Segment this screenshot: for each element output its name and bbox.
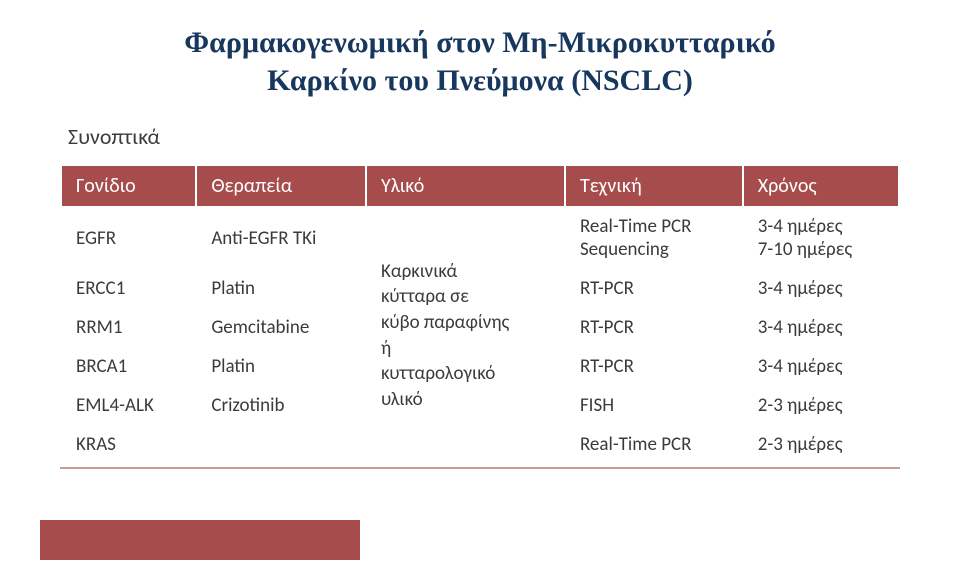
table-row: EGFR Anti-EGFR TKi Καρκινικά κύτταρα σε … (62, 208, 898, 268)
slide: Φαρμακογενωμική στον Μη-Μικροκυτταρικό Κ… (0, 0, 960, 582)
cell-technique: Real-Time PCR (566, 426, 742, 463)
cell-therapy: Platin (197, 348, 365, 385)
cell-therapy: Gemcitabine (197, 309, 365, 346)
cell-therapy: Anti-EGFR TKi (197, 208, 365, 268)
col-gene: Γονίδιο (62, 166, 195, 206)
material-line: υλικό (381, 388, 423, 411)
pharmacogenomics-table: Γονίδιο Θεραπεία Υλικό Τεχνική Χρόνος EG… (60, 164, 900, 465)
title-line-1: Φαρμακογενωμική στον Μη-Μικροκυτταρικό (184, 26, 775, 59)
cell-technique: RT-PCR (566, 348, 742, 385)
col-material: Υλικό (367, 166, 564, 206)
cell-time: 2-3 ημέρες (744, 387, 898, 424)
cell-gene: RRM1 (62, 309, 195, 346)
cell-material-merged: Καρκινικά κύτταρα σε κύβο παραφίνης ή κυ… (367, 208, 564, 463)
cell-time: 3-4 ημέρες 7-10 ημέρες (744, 208, 898, 268)
cell-time: 2-3 ημέρες (744, 426, 898, 463)
cell-time: 3-4 ημέρες (744, 348, 898, 385)
cell-gene: KRAS (62, 426, 195, 463)
page-title: Φαρμακογενωμική στον Μη-Μικροκυτταρικό Κ… (60, 24, 900, 99)
cell-time: 3-4 ημέρες (744, 309, 898, 346)
footer-accent-bar (40, 520, 360, 560)
cell-gene: BRCA1 (62, 348, 195, 385)
cell-gene: EML4-ALK (62, 387, 195, 424)
cell-technique: RT-PCR (566, 270, 742, 307)
cell-technique: RT-PCR (566, 309, 742, 346)
title-line-2: Καρκίνο του Πνεύμονα (NSCLC) (267, 64, 693, 97)
technique-line: Sequencing (580, 238, 669, 261)
table-header-row: Γονίδιο Θεραπεία Υλικό Τεχνική Χρόνος (62, 166, 898, 206)
col-technique: Τεχνική (566, 166, 742, 206)
subtitle: Συνοπτικά (68, 123, 900, 150)
cell-gene: ERCC1 (62, 270, 195, 307)
cell-gene: EGFR (62, 208, 195, 268)
material-line: ή (381, 337, 391, 360)
cell-therapy: Crizotinib (197, 387, 365, 424)
cell-time: 3-4 ημέρες (744, 270, 898, 307)
material-line: κύτταρα σε (381, 285, 469, 308)
technique-line: Real-Time PCR (580, 215, 692, 238)
time-line: 7-10 ημέρες (758, 238, 852, 261)
material-line: Καρκινικά (381, 260, 457, 283)
col-therapy: Θεραπεία (197, 166, 365, 206)
material-line: κυτταρολογικό (381, 362, 495, 385)
material-line: κύβο παραφίνης (381, 311, 509, 334)
table-wrap: Γονίδιο Θεραπεία Υλικό Τεχνική Χρόνος EG… (60, 164, 900, 469)
cell-technique: FISH (566, 387, 742, 424)
cell-therapy (197, 426, 365, 463)
col-time: Χρόνος (744, 166, 898, 206)
cell-therapy: Platin (197, 270, 365, 307)
time-line: 3-4 ημέρες (758, 215, 843, 238)
cell-technique: Real-Time PCR Sequencing (566, 208, 742, 268)
